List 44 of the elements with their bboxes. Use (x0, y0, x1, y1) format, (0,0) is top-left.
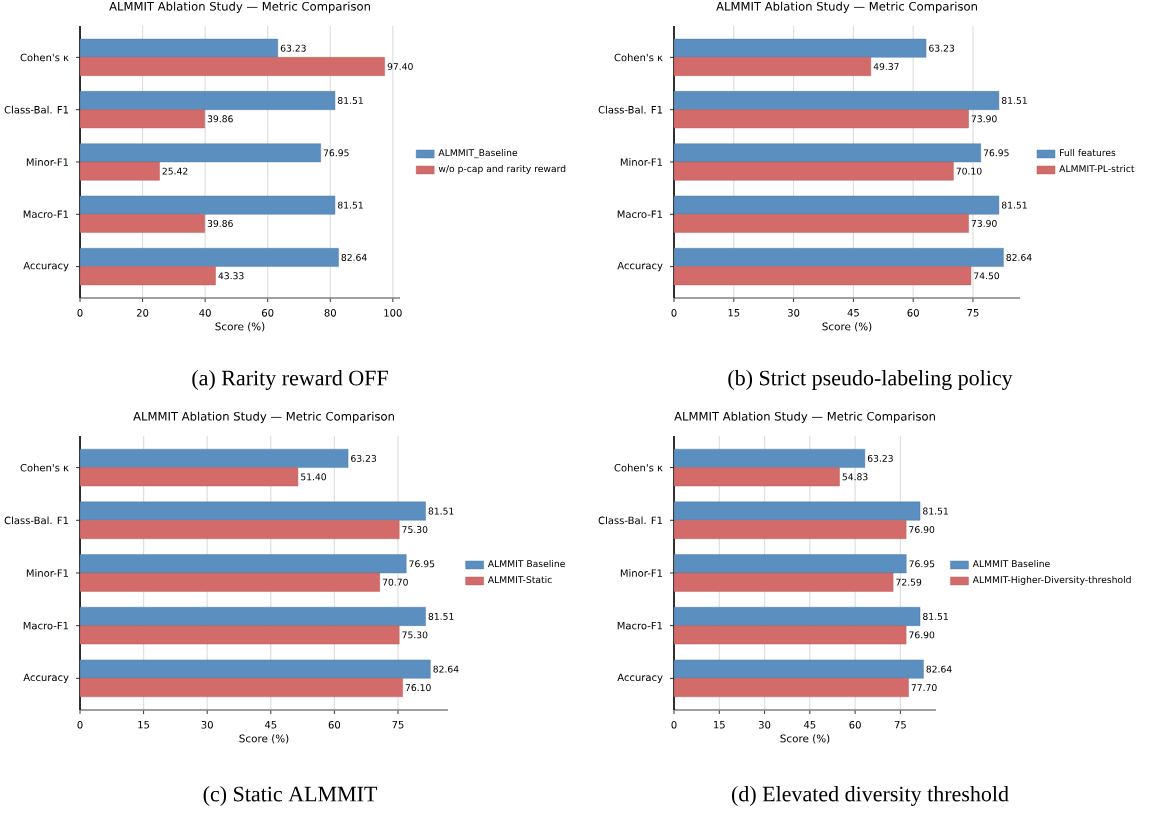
bar (79, 572, 380, 592)
bar (673, 143, 981, 163)
bar (79, 678, 403, 697)
bar (673, 214, 969, 233)
bar (79, 214, 205, 233)
bar (673, 195, 1000, 215)
text: (c) Static ALMMIT (203, 786, 378, 806)
bar (79, 38, 278, 58)
bar (673, 572, 894, 592)
bar (673, 607, 921, 626)
bar (673, 161, 954, 181)
bar (673, 91, 1000, 110)
bar (79, 501, 426, 521)
text: (d) Elevated diversity threshold (731, 785, 1009, 806)
bar (79, 109, 205, 129)
text: (a) Rarity reward OFF (192, 369, 388, 390)
bar (673, 554, 907, 574)
bar (673, 520, 907, 539)
bar (79, 554, 407, 574)
bar (673, 625, 907, 645)
bar (673, 448, 866, 468)
bar (79, 57, 385, 76)
bar (673, 57, 871, 76)
bar (673, 467, 840, 487)
bar (673, 248, 1004, 267)
bar (79, 448, 349, 468)
bar (673, 38, 927, 58)
bar (673, 109, 969, 129)
bar (79, 143, 321, 163)
bar (673, 501, 921, 521)
bar (79, 161, 160, 181)
bar (79, 248, 339, 267)
bar (79, 659, 431, 679)
bar (673, 678, 909, 697)
bar (79, 625, 400, 645)
bar (673, 659, 924, 679)
bar (79, 91, 336, 110)
bar (79, 266, 216, 286)
bar (79, 467, 299, 487)
bar (79, 195, 336, 215)
text: (b) Strict pseudo-labeling policy (728, 369, 1013, 390)
bar (673, 266, 972, 286)
bar (79, 520, 400, 539)
bar (79, 607, 426, 626)
